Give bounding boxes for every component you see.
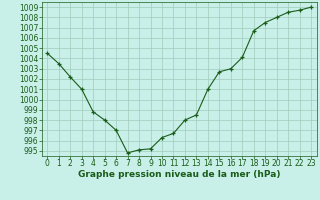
X-axis label: Graphe pression niveau de la mer (hPa): Graphe pression niveau de la mer (hPa) (78, 170, 280, 179)
